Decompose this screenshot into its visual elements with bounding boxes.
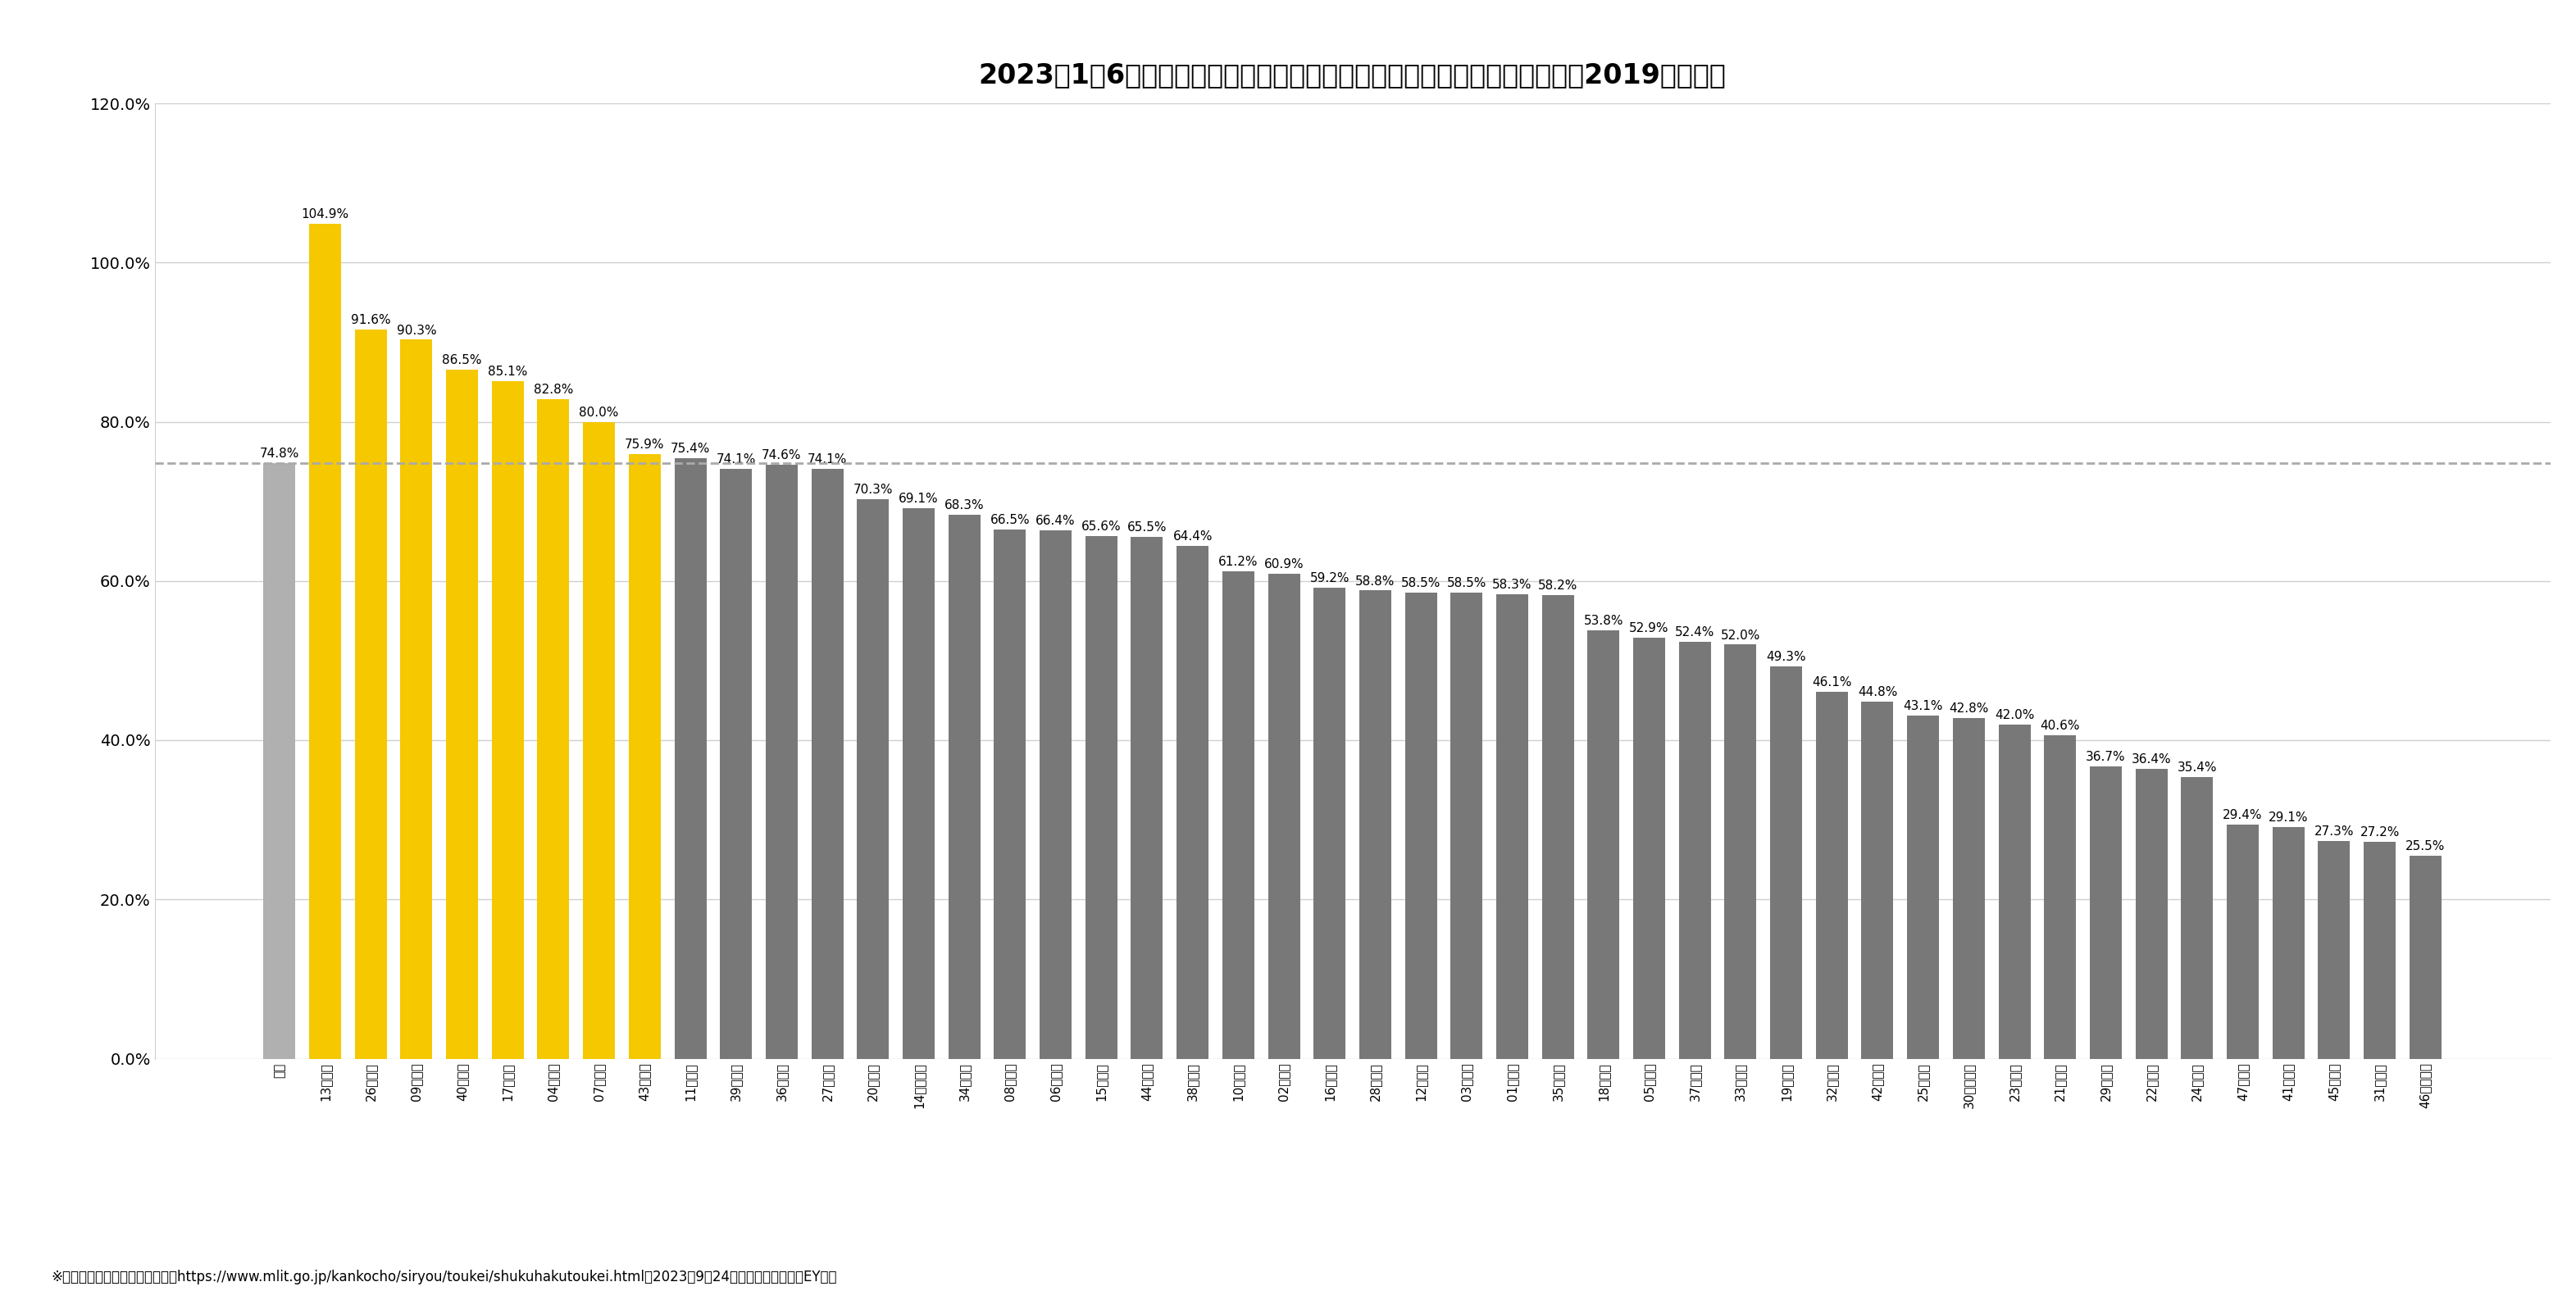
- Bar: [858, 498, 889, 1059]
- Text: 70.3%: 70.3%: [853, 483, 894, 496]
- Text: 74.1%: 74.1%: [806, 453, 848, 466]
- Bar: [2045, 736, 2076, 1059]
- Bar: [582, 422, 616, 1059]
- Text: ※　観光庁「宿泊旅行統計調査」https://www.mlit.go.jp/kankocho/siryou/toukei/shukuhakutoukei.htm: ※ 観光庁「宿泊旅行統計調査」https://www.mlit.go.jp/ka…: [52, 1270, 837, 1285]
- Bar: [811, 469, 842, 1059]
- Bar: [1497, 594, 1528, 1059]
- Bar: [1267, 573, 1301, 1059]
- Bar: [309, 223, 340, 1059]
- Text: 59.2%: 59.2%: [1309, 572, 1350, 584]
- Text: 69.1%: 69.1%: [899, 493, 938, 505]
- Bar: [1587, 630, 1620, 1059]
- Text: 58.2%: 58.2%: [1538, 580, 1577, 593]
- Bar: [399, 340, 433, 1059]
- Text: 61.2%: 61.2%: [1218, 556, 1257, 568]
- Text: 44.8%: 44.8%: [1857, 687, 1899, 698]
- Text: 46.1%: 46.1%: [1811, 676, 1852, 688]
- Bar: [902, 509, 935, 1059]
- Bar: [1041, 531, 1072, 1059]
- Text: 40.6%: 40.6%: [2040, 720, 2079, 732]
- Bar: [2226, 825, 2259, 1059]
- Bar: [538, 399, 569, 1059]
- Text: 90.3%: 90.3%: [397, 324, 435, 337]
- Text: 43.1%: 43.1%: [1904, 700, 1942, 713]
- Text: 27.2%: 27.2%: [2360, 826, 2398, 839]
- Bar: [1360, 590, 1391, 1059]
- Bar: [1999, 724, 2030, 1059]
- Bar: [994, 529, 1025, 1059]
- Bar: [629, 454, 659, 1059]
- Bar: [1084, 536, 1118, 1059]
- Bar: [1680, 642, 1710, 1059]
- Text: 58.3%: 58.3%: [1492, 578, 1533, 591]
- Text: 68.3%: 68.3%: [945, 500, 984, 511]
- Text: 35.4%: 35.4%: [2177, 762, 2218, 773]
- Title: 2023年1～6月のインバウンド観光客延べ宿泊者　（人泊、都道府県別）：2019年同期比: 2023年1～6月のインバウンド観光客延べ宿泊者 （人泊、都道府県別）：2019…: [979, 62, 1726, 89]
- Bar: [948, 515, 981, 1059]
- Text: 60.9%: 60.9%: [1265, 558, 1303, 571]
- Text: 75.4%: 75.4%: [670, 443, 711, 456]
- Text: 42.0%: 42.0%: [1994, 709, 2035, 722]
- Bar: [1543, 595, 1574, 1059]
- Text: 36.4%: 36.4%: [2130, 754, 2172, 766]
- Text: 52.0%: 52.0%: [1721, 629, 1759, 642]
- Bar: [1221, 572, 1255, 1059]
- Bar: [2089, 767, 2123, 1059]
- Bar: [1404, 593, 1437, 1059]
- Text: 49.3%: 49.3%: [1767, 651, 1806, 664]
- Bar: [1723, 644, 1757, 1059]
- Text: 29.1%: 29.1%: [2269, 812, 2308, 824]
- Text: 64.4%: 64.4%: [1172, 531, 1213, 542]
- Bar: [2136, 769, 2166, 1059]
- Text: 91.6%: 91.6%: [350, 314, 392, 327]
- Bar: [2409, 856, 2442, 1059]
- Text: 36.7%: 36.7%: [2087, 751, 2125, 763]
- Bar: [1770, 666, 1803, 1059]
- Bar: [675, 458, 706, 1059]
- Bar: [1953, 718, 1984, 1059]
- Bar: [1862, 702, 1893, 1059]
- Bar: [355, 329, 386, 1059]
- Bar: [1816, 692, 1847, 1059]
- Bar: [765, 465, 799, 1059]
- Bar: [1314, 587, 1345, 1059]
- Text: 25.5%: 25.5%: [2406, 840, 2445, 852]
- Text: 74.1%: 74.1%: [716, 453, 755, 466]
- Text: 82.8%: 82.8%: [533, 383, 574, 396]
- Bar: [446, 371, 479, 1059]
- Text: 65.6%: 65.6%: [1082, 520, 1121, 533]
- Text: 66.5%: 66.5%: [989, 514, 1030, 525]
- Text: 85.1%: 85.1%: [487, 365, 528, 378]
- Text: 53.8%: 53.8%: [1584, 615, 1623, 627]
- Bar: [2318, 842, 2349, 1059]
- Bar: [721, 469, 752, 1059]
- Text: 104.9%: 104.9%: [301, 208, 348, 221]
- Text: 80.0%: 80.0%: [580, 407, 618, 418]
- Bar: [1633, 638, 1664, 1059]
- Bar: [2272, 828, 2306, 1059]
- Text: 86.5%: 86.5%: [443, 355, 482, 367]
- Bar: [492, 381, 523, 1059]
- Text: 52.4%: 52.4%: [1674, 626, 1716, 638]
- Text: 65.5%: 65.5%: [1128, 522, 1167, 534]
- Bar: [263, 463, 296, 1059]
- Text: 74.8%: 74.8%: [260, 448, 299, 460]
- Bar: [1177, 546, 1208, 1059]
- Text: 52.9%: 52.9%: [1628, 622, 1669, 634]
- Bar: [2182, 777, 2213, 1059]
- Bar: [1906, 715, 1940, 1059]
- Text: 29.4%: 29.4%: [2223, 809, 2262, 821]
- Text: 66.4%: 66.4%: [1036, 515, 1077, 527]
- Text: 58.5%: 58.5%: [1401, 577, 1440, 590]
- Bar: [1450, 593, 1484, 1059]
- Bar: [2365, 842, 2396, 1059]
- Text: 27.3%: 27.3%: [2313, 826, 2354, 838]
- Text: 74.6%: 74.6%: [762, 449, 801, 462]
- Text: 58.5%: 58.5%: [1448, 577, 1486, 590]
- Bar: [1131, 537, 1162, 1059]
- Text: 75.9%: 75.9%: [626, 439, 665, 451]
- Text: 42.8%: 42.8%: [1950, 702, 1989, 715]
- Text: 58.8%: 58.8%: [1355, 574, 1396, 587]
